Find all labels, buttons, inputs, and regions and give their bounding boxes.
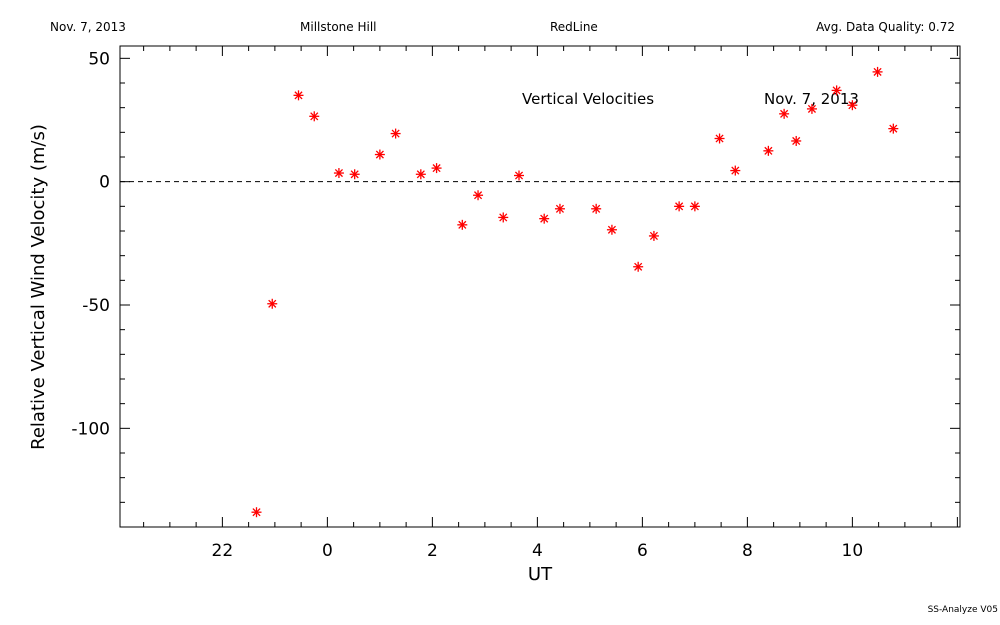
- data-point: [473, 190, 484, 201]
- data-series: [251, 66, 899, 518]
- data-point: [730, 165, 741, 176]
- data-point: [374, 149, 385, 160]
- axis-ticks: [120, 46, 960, 527]
- header-site: Millstone Hill: [300, 20, 376, 34]
- data-point: [831, 85, 842, 96]
- data-point: [791, 135, 802, 146]
- data-point: [606, 224, 617, 235]
- annotation-date: Nov. 7, 2013: [764, 90, 859, 108]
- y-tick-label: -100: [71, 419, 110, 439]
- x-axis-title: UT: [528, 564, 553, 585]
- y-tick-label: 0: [99, 173, 110, 193]
- data-point: [847, 100, 858, 111]
- y-axis-title: Relative Vertical Wind Velocity (m/s): [28, 124, 49, 450]
- x-tick-label: 10: [842, 541, 864, 561]
- data-point: [349, 169, 360, 180]
- data-point: [779, 108, 790, 119]
- header-instrument: RedLine: [550, 20, 598, 34]
- data-point: [293, 90, 304, 101]
- plot-frame: [119, 45, 961, 528]
- data-point: [633, 261, 644, 272]
- data-point: [648, 230, 659, 241]
- x-tick-label: 22: [212, 541, 234, 561]
- x-tick-labels: 22 0 2 4 6 8 10: [212, 541, 864, 561]
- data-point: [554, 203, 565, 214]
- data-point: [431, 163, 442, 174]
- data-point: [674, 201, 685, 212]
- data-point: [390, 128, 401, 139]
- data-point: [888, 123, 899, 134]
- data-point: [309, 111, 320, 122]
- x-tick-label: 4: [532, 541, 543, 561]
- data-point: [763, 145, 774, 156]
- x-tick-label: 2: [427, 541, 438, 561]
- x-tick-label: 8: [742, 541, 753, 561]
- data-point: [498, 212, 509, 223]
- y-tick-label: -50: [82, 296, 110, 316]
- data-point: [806, 103, 817, 114]
- header-data-quality: Avg. Data Quality: 0.72: [816, 20, 955, 34]
- data-point: [714, 133, 725, 144]
- header-date: Nov. 7, 2013: [50, 20, 126, 34]
- data-point: [872, 66, 883, 77]
- data-point: [267, 298, 278, 309]
- y-tick-label: 50: [88, 49, 110, 69]
- y-tick-labels: 50 0 -50 -100: [71, 49, 110, 439]
- data-point: [415, 169, 426, 180]
- data-point: [514, 170, 524, 181]
- data-point: [689, 201, 700, 212]
- data-point: [251, 507, 262, 518]
- data-point: [457, 219, 468, 230]
- x-tick-label: 0: [322, 541, 333, 561]
- software-version: SS-Analyze V05: [928, 605, 998, 615]
- data-point: [333, 168, 344, 179]
- data-point: [539, 213, 550, 224]
- x-tick-label: 6: [637, 541, 648, 561]
- annotation-vertical-velocities: Vertical Velocities: [522, 90, 654, 108]
- data-point: [591, 203, 602, 214]
